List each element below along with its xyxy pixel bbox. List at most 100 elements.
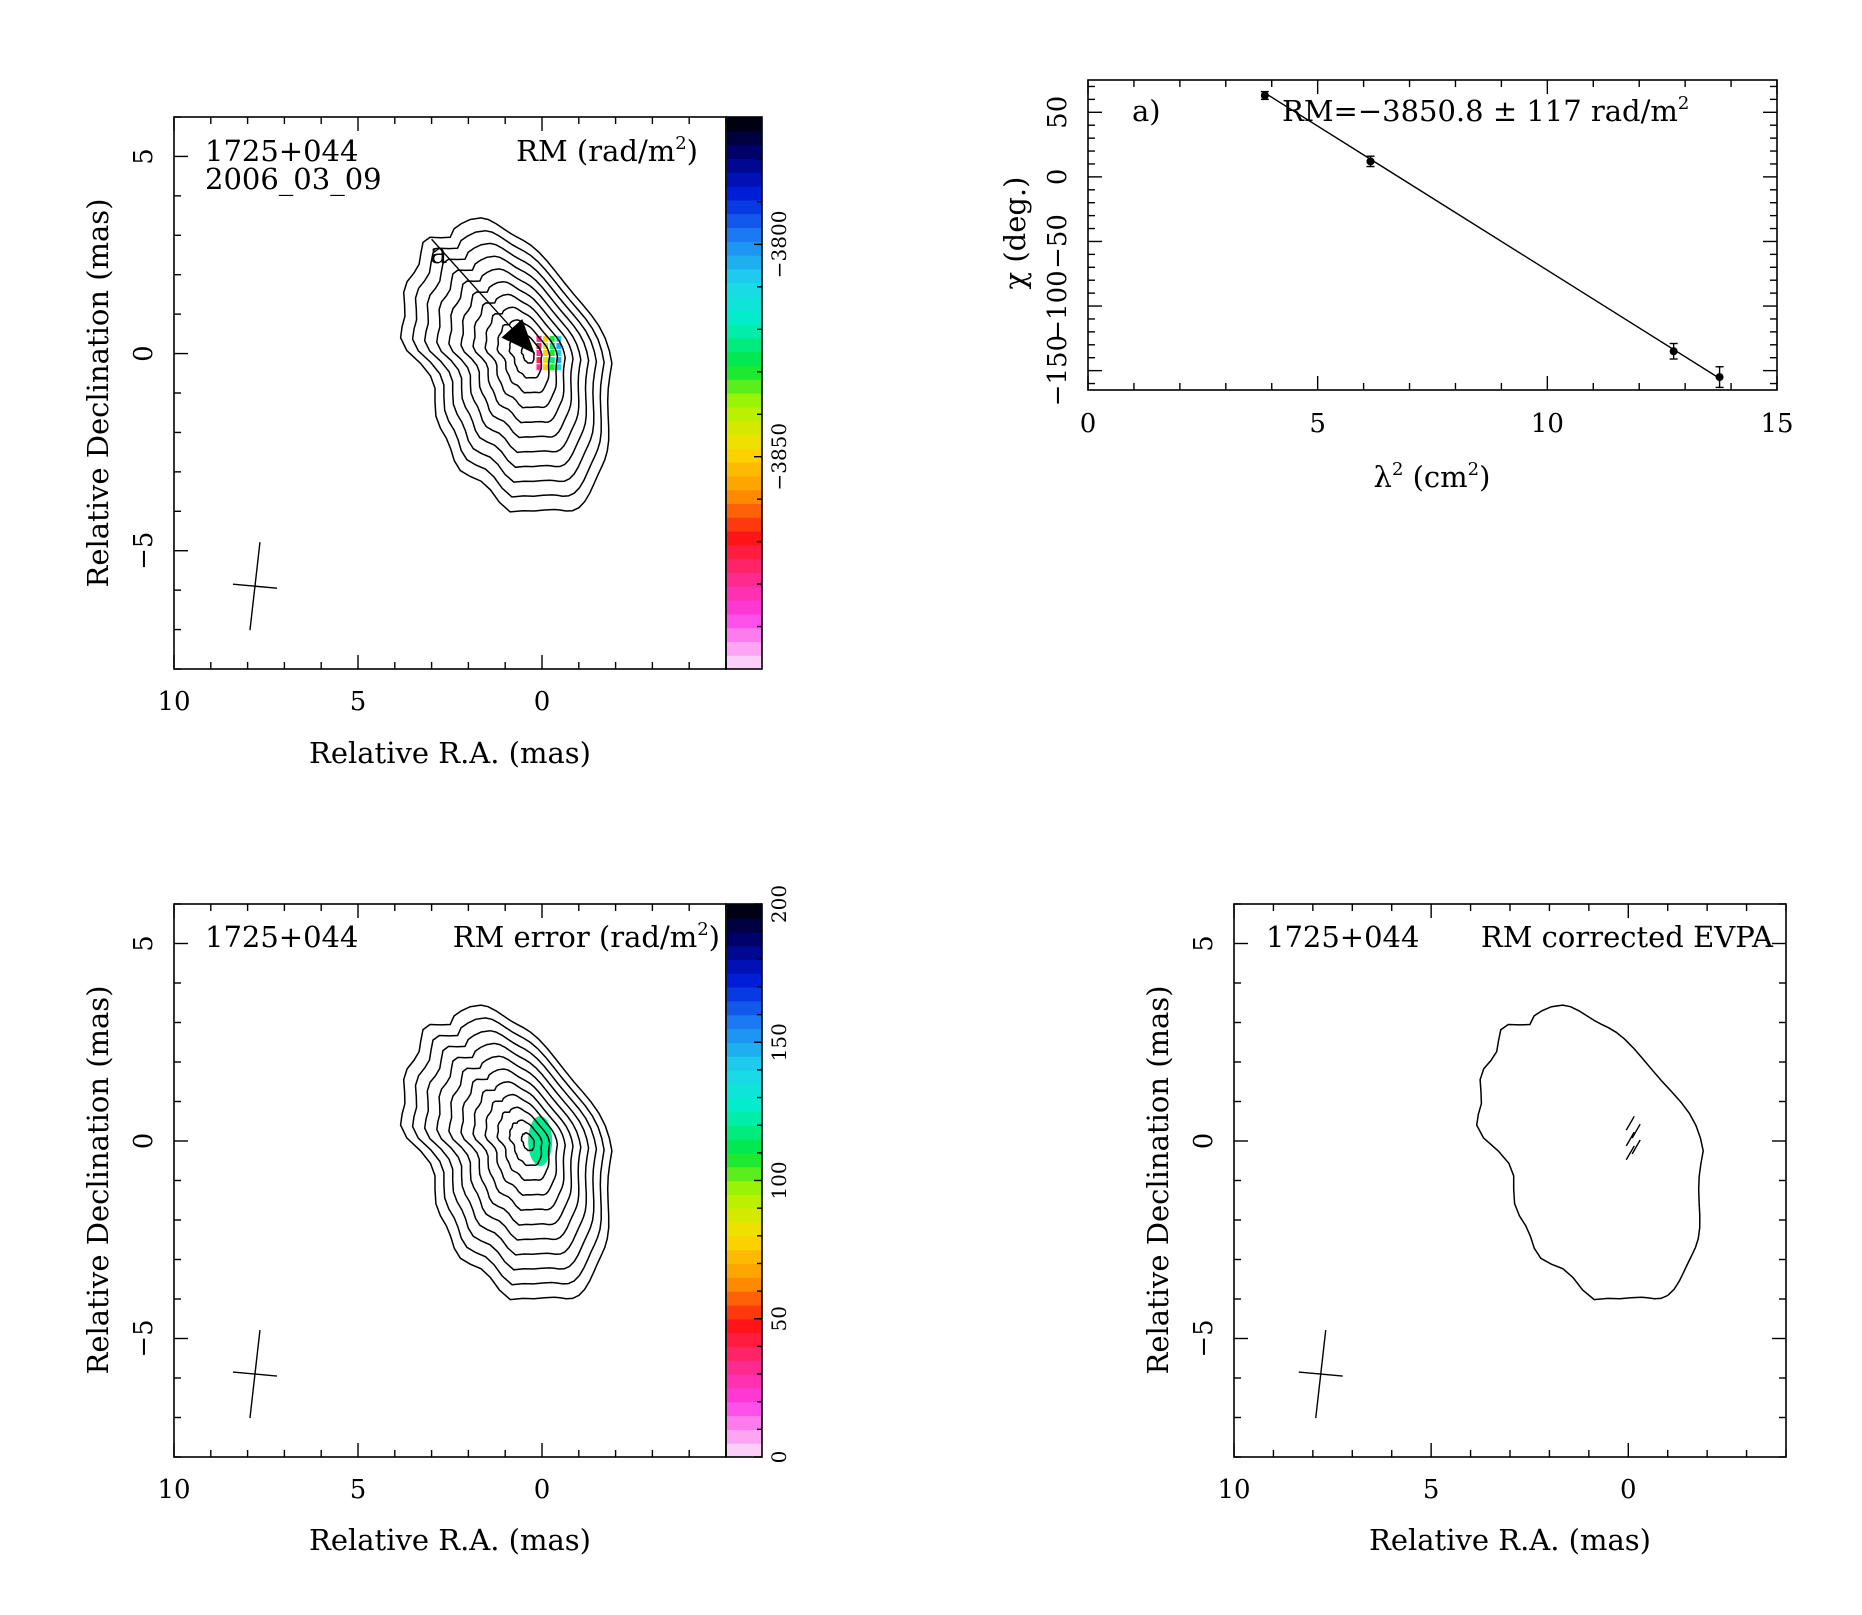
rm-error-contour: [436, 1042, 590, 1256]
rm-fit-xlabel-sup1: 2: [1392, 459, 1403, 480]
rm-error-xtick-label: 5: [350, 1475, 367, 1505]
rm-colorbar-band: [727, 379, 762, 394]
evpa-vector: [1631, 1139, 1641, 1155]
rm-error-colorbar-band: [727, 1056, 762, 1071]
rm-map-source-label: 1725+044: [205, 134, 358, 168]
rm-error-contour: [472, 1081, 566, 1211]
rm-pixel: [543, 364, 549, 371]
rm-error-colorbar-frame: [725, 903, 763, 1458]
rm-pixel: [556, 342, 562, 349]
rm-colorbar-band: [727, 158, 762, 173]
evpa-source-label: 1725+044: [1266, 920, 1419, 954]
rm-map-contour: [460, 280, 574, 439]
rm-error-colorbar-band: [727, 1387, 762, 1403]
rm-colorbar-band: [727, 227, 762, 242]
rm-error-colorbar-band: [727, 1415, 762, 1430]
rm-colorbar-band: [727, 586, 762, 601]
rm-error-colorbar-band: [727, 1166, 762, 1182]
rm-colorbar-band: [727, 558, 762, 573]
rm-colorbar-band: [727, 199, 762, 215]
evpa-xtick-label: 5: [1423, 1475, 1440, 1505]
rm-pixel: [549, 342, 555, 349]
rm-colorbar-band: [727, 310, 762, 325]
rm-fit-ytick-label: −100: [1043, 270, 1073, 341]
rm-colorbar-band: [727, 572, 762, 587]
rm-map-title-close: ): [687, 134, 698, 168]
rm-fit-point: [1260, 91, 1269, 100]
rm-error-colorbar-band: [727, 1042, 762, 1057]
rm-colorbar-band: [727, 351, 762, 366]
rm-pixels: [536, 335, 562, 371]
rm-fit-ytick-label: −150: [1043, 335, 1073, 406]
evpa-beam-minor: [1298, 1371, 1343, 1377]
rm-error-colorbar-tick-label: 150: [767, 1023, 791, 1061]
rm-error-colorbar-band: [727, 1374, 762, 1389]
rm-error-colorbar-band: [727, 1235, 762, 1251]
rm-error-xlabel: Relative R.A. (mas): [309, 1523, 591, 1557]
rm-fit-points: [1260, 90, 1724, 389]
rm-map-epoch-label: 2006_03_09: [205, 162, 382, 197]
rm-error-colorbar-band: [727, 904, 762, 919]
rm-error-colorbar-band: [727, 1180, 762, 1195]
rm-error-colorbar-band: [727, 1346, 762, 1361]
rm-error-colorbar-band: [727, 1304, 762, 1320]
rm-fit-xtick-label: 15: [1760, 409, 1793, 439]
rm-map-ticks: 10 5 0 5 0 −5: [129, 116, 727, 717]
rm-pixel: [556, 364, 562, 371]
rm-colorbar-band: [727, 544, 762, 560]
rm-error-ticks: 10 5 0 5 0 −5: [129, 903, 727, 1505]
rm-error-colorbar-band: [727, 1194, 762, 1209]
rm-colorbar-band: [727, 296, 762, 311]
rm-map-xtick-label: 0: [534, 687, 551, 717]
rm-error-colorbar-band: [727, 1401, 762, 1417]
rm-error-colorbar-tick-label: 50: [767, 1306, 791, 1331]
rm-error-colorbar-band: [727, 1152, 762, 1168]
rm-map-ytick-label: −5: [129, 532, 159, 570]
rm-error-colorbar-band: [727, 1221, 762, 1237]
rm-colorbar-band: [727, 475, 762, 491]
rm-fit-ytick-label: −50: [1043, 214, 1073, 269]
rm-error-colorbar-band: [727, 1014, 762, 1030]
rm-colorbar-band: [727, 255, 762, 270]
rm-error-colorbar-band: [727, 1208, 762, 1223]
rm-error-contour: [448, 1055, 582, 1241]
rm-fit-xlabel: λ2 (cm2): [1374, 459, 1491, 494]
rm-error-colorbar-tick-label: 100: [767, 1161, 791, 1199]
rm-map-contour: [448, 268, 582, 454]
rm-pixel: [543, 357, 549, 364]
rm-colorbar-band: [727, 406, 762, 422]
evpa-ytick-label: 5: [1189, 935, 1219, 952]
rm-error-contour: [460, 1068, 574, 1226]
rm-map-title-text: RM (rad/m: [516, 134, 675, 168]
rm-pixel: [536, 357, 542, 364]
rm-map-ytick-label: 0: [129, 345, 159, 362]
rm-error-colorbar-band: [727, 1111, 762, 1126]
evpa-title: RM corrected EVPA: [1481, 920, 1774, 954]
rm-map-title-sup: 2: [675, 133, 686, 154]
rm-error-contours: [399, 1004, 613, 1301]
rm-error-xtick-label: 0: [534, 1475, 551, 1505]
rm-error-colorbar-band: [727, 1318, 762, 1334]
rm-fit-xtick-label: 0: [1080, 409, 1097, 439]
rm-fit-ylabel: χ (deg.): [998, 177, 1032, 290]
rm-colorbar-band: [727, 241, 762, 256]
rm-error-ytick-label: 5: [129, 935, 159, 952]
rm-map-ylabel: Relative Declination (mas): [81, 198, 115, 587]
rm-map-contour: [399, 217, 613, 513]
rm-fit-xlabel-close: ): [1479, 460, 1490, 494]
annotation-label-a: a: [430, 236, 447, 270]
rm-error-colorbar-band: [727, 931, 762, 947]
rm-map-contour: [484, 306, 559, 409]
evpa-ticks: 10 5 0 5 0 −5: [1189, 903, 1787, 1505]
rm-error-contour: [484, 1093, 559, 1196]
rm-error-ytick-label: 0: [129, 1133, 159, 1150]
rm-colorbar-band: [727, 186, 762, 201]
rm-error-colorbar-band: [727, 1429, 762, 1444]
rm-colorbar-band: [727, 337, 762, 353]
rm-colorbar-band: [727, 282, 762, 297]
rm-colorbar-band: [727, 627, 762, 642]
rm-colorbar-frame: [725, 116, 763, 670]
rm-fit-ticks: 0 5 10 15 50 0 −50−100−150: [1043, 80, 1794, 439]
